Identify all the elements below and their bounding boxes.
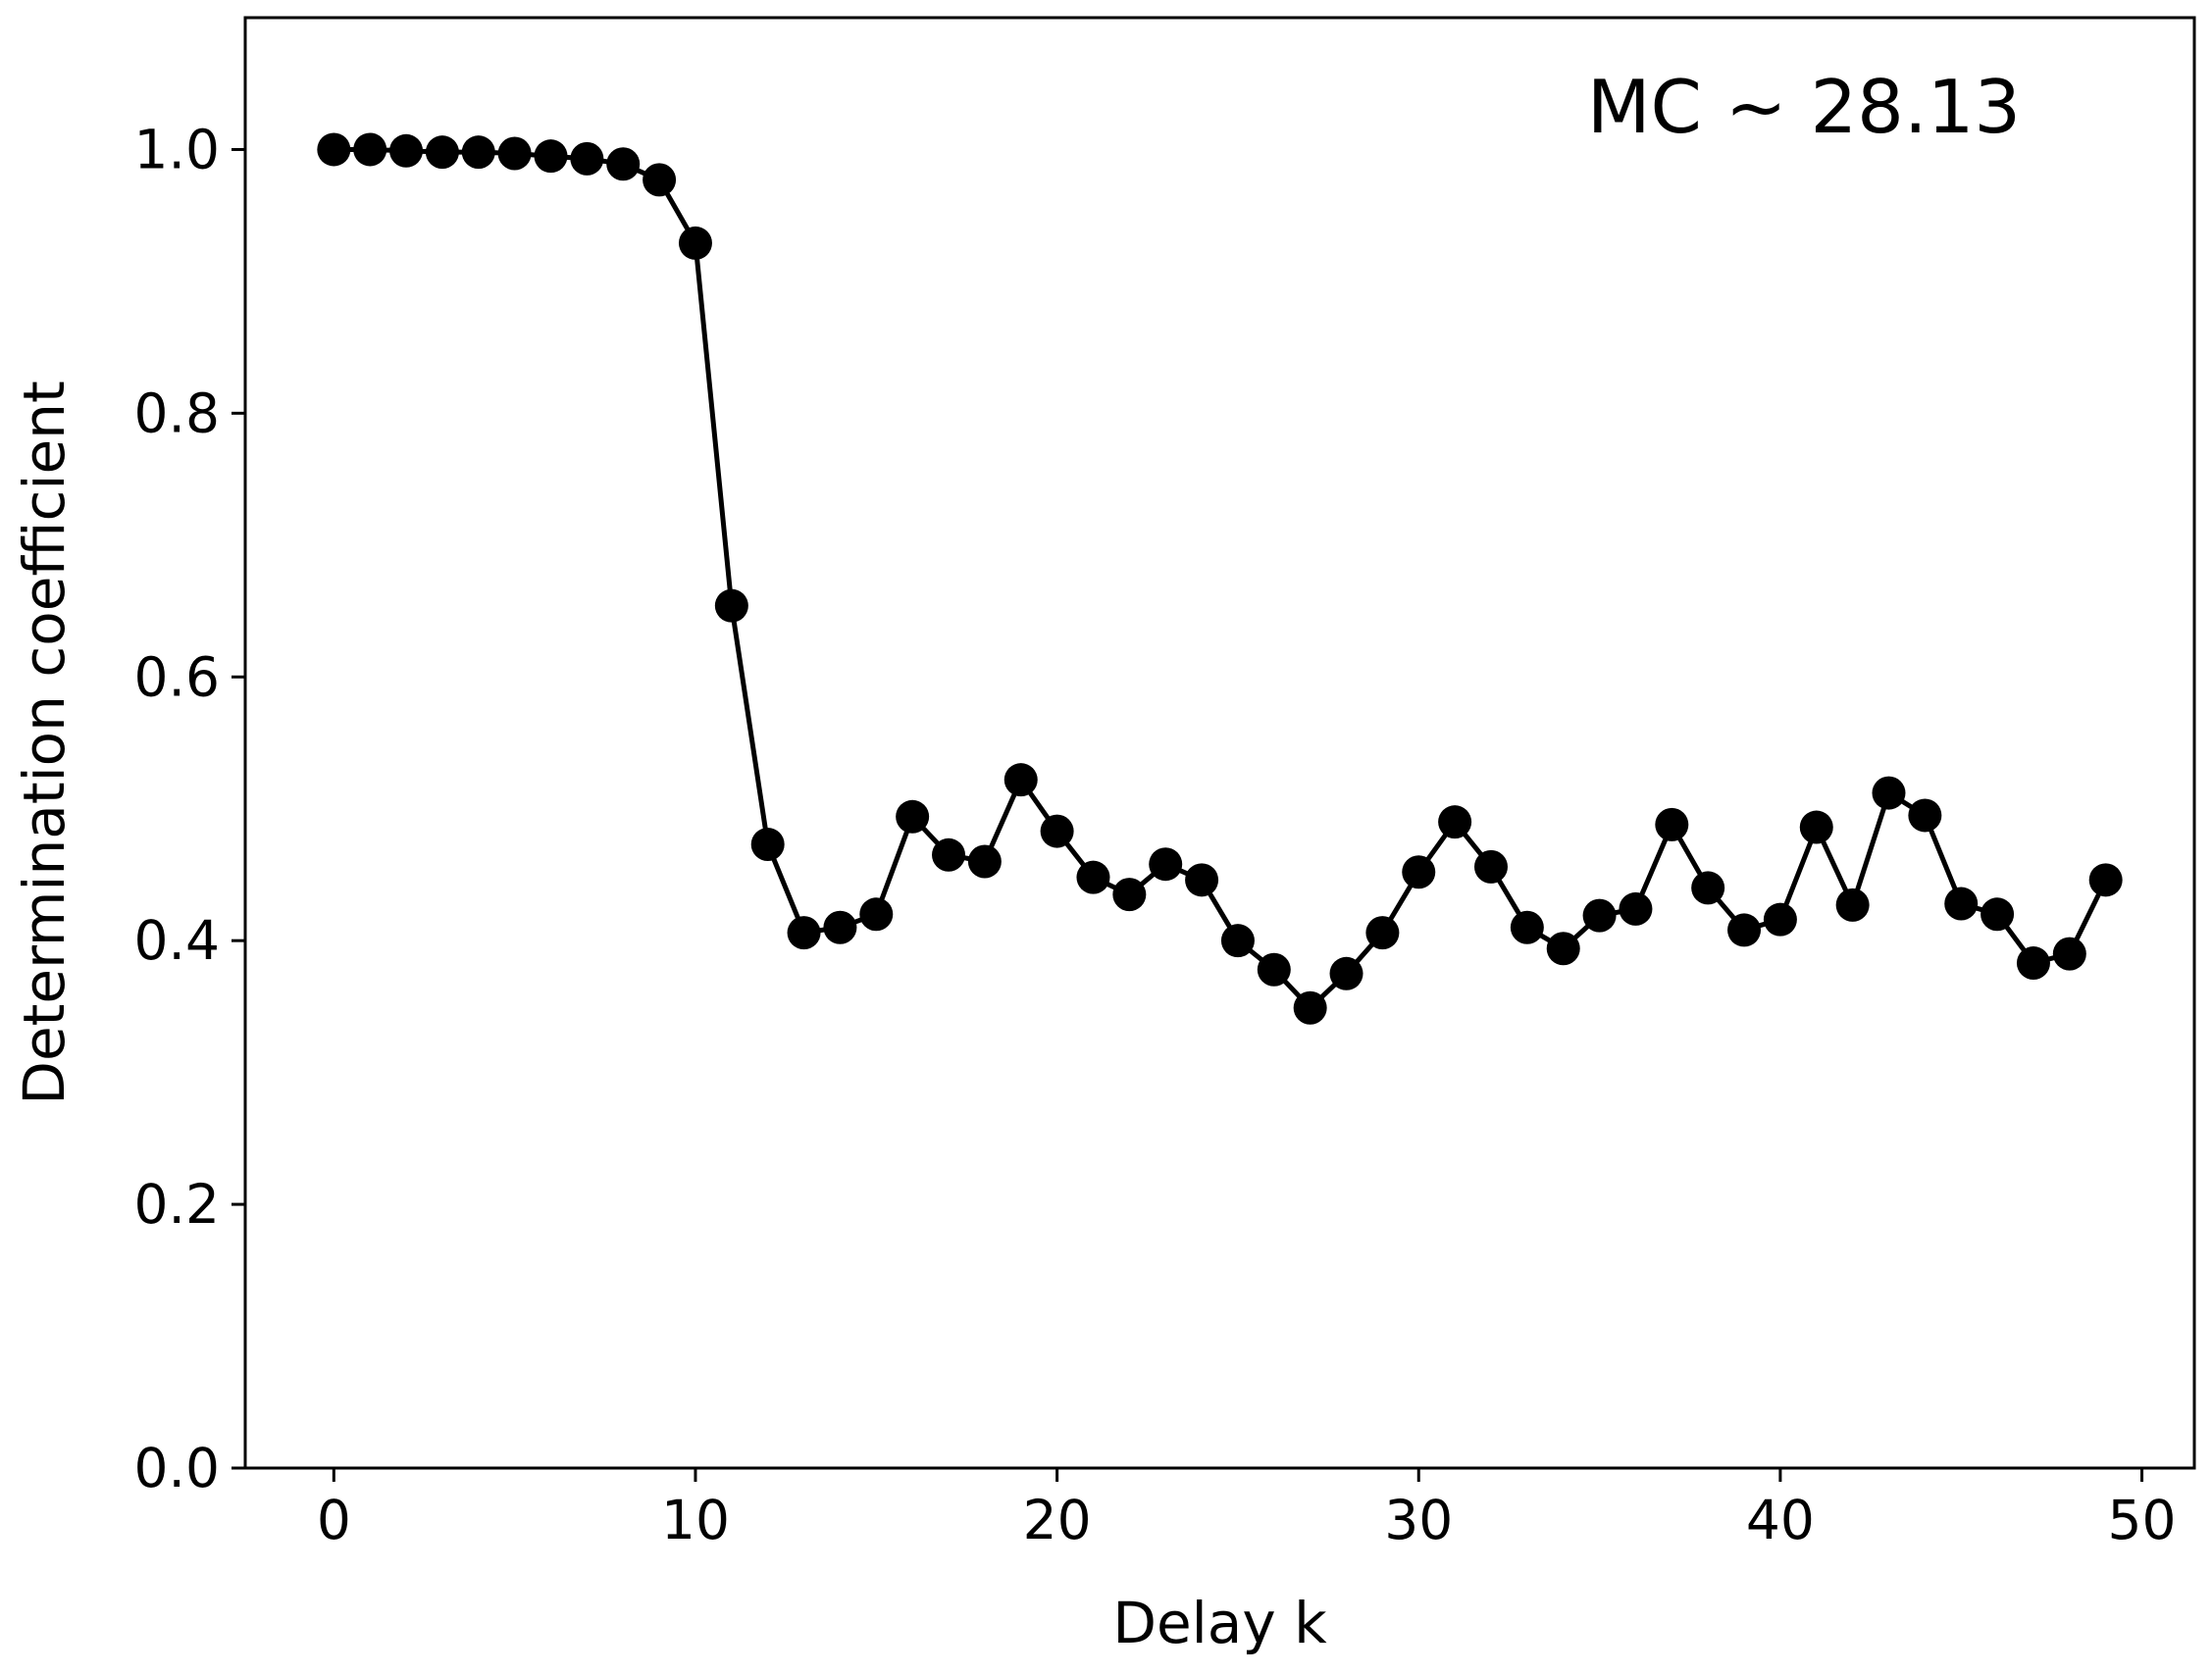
- data-point: [750, 828, 785, 862]
- data-point: [1872, 776, 1906, 810]
- data-point: [1076, 860, 1110, 894]
- data-point: [1220, 924, 1255, 958]
- data-point: [932, 837, 966, 872]
- x-axis-label: Delay k: [1112, 1590, 1327, 1656]
- data-point: [643, 163, 677, 197]
- data-point: [896, 799, 930, 834]
- data-point: [534, 139, 568, 174]
- data-point: [1402, 855, 1436, 889]
- data-point: [2016, 946, 2050, 981]
- y-tick-label: 0.4: [134, 909, 220, 972]
- x-tick-label: 10: [661, 1489, 730, 1551]
- series-line: [334, 147, 2108, 1011]
- data-point: [1582, 898, 1617, 933]
- y-tick-label: 1.0: [134, 118, 220, 180]
- data-point: [2088, 863, 2123, 897]
- mc-annotation: MC ~ 28.13: [1587, 64, 2021, 150]
- data-point: [1329, 956, 1363, 990]
- data-point: [1293, 990, 1327, 1025]
- data-point: [1691, 871, 1725, 905]
- data-point: [1944, 887, 1979, 921]
- y-tick-label: 0.2: [134, 1173, 220, 1236]
- data-point: [353, 132, 387, 167]
- data-point: [1981, 897, 2015, 932]
- data-point: [1727, 913, 1762, 947]
- data-point: [425, 135, 459, 170]
- data-point: [1473, 849, 1508, 884]
- data-point: [389, 133, 424, 168]
- plot-frame: [243, 16, 2196, 1470]
- data-point: [1112, 878, 1147, 912]
- data-point: [967, 844, 1002, 879]
- data-point: [714, 588, 748, 623]
- data-point: [1908, 798, 1942, 833]
- data-point: [1546, 932, 1580, 966]
- data-point: [1365, 916, 1400, 950]
- data-point: [1619, 891, 1653, 926]
- data-point: [678, 226, 712, 260]
- x-tick-label: 30: [1384, 1489, 1453, 1551]
- data-point: [461, 135, 495, 170]
- data-point: [317, 132, 351, 167]
- data-point: [1763, 902, 1797, 937]
- data-point: [859, 897, 894, 932]
- data-point: [1149, 847, 1183, 882]
- x-tick-label: 20: [1023, 1489, 1092, 1551]
- plot-area: [243, 16, 2196, 1470]
- data-point: [1040, 814, 1074, 848]
- data-point: [570, 141, 604, 176]
- data-point: [1438, 805, 1472, 839]
- data-point: [1003, 763, 1038, 797]
- data-point: [1835, 888, 1870, 922]
- data-point: [1655, 807, 1689, 841]
- x-tick-label: 50: [2108, 1489, 2177, 1551]
- y-tick-label: 0.8: [134, 381, 220, 444]
- y-axis-label: Determination coefficient: [11, 380, 77, 1104]
- data-point: [606, 147, 641, 181]
- data-point: [2052, 937, 2086, 971]
- data-point: [1185, 863, 1219, 897]
- data-point: [823, 910, 857, 944]
- series-layer: [317, 132, 2123, 1025]
- data-point: [497, 136, 532, 171]
- y-axis: 0.0 0.2 0.4 0.6 0.8 1.0: [134, 118, 245, 1499]
- data-point: [787, 916, 821, 950]
- x-tick-label: 40: [1746, 1489, 1815, 1551]
- data-point: [1799, 810, 1833, 844]
- x-tick-label: 0: [317, 1489, 351, 1551]
- data-point: [1257, 952, 1291, 987]
- x-axis: 0 10 20 30 40 50: [317, 1468, 2177, 1551]
- y-tick-label: 0.6: [134, 645, 220, 708]
- y-tick-label: 0.0: [134, 1437, 220, 1499]
- data-point: [1510, 910, 1544, 944]
